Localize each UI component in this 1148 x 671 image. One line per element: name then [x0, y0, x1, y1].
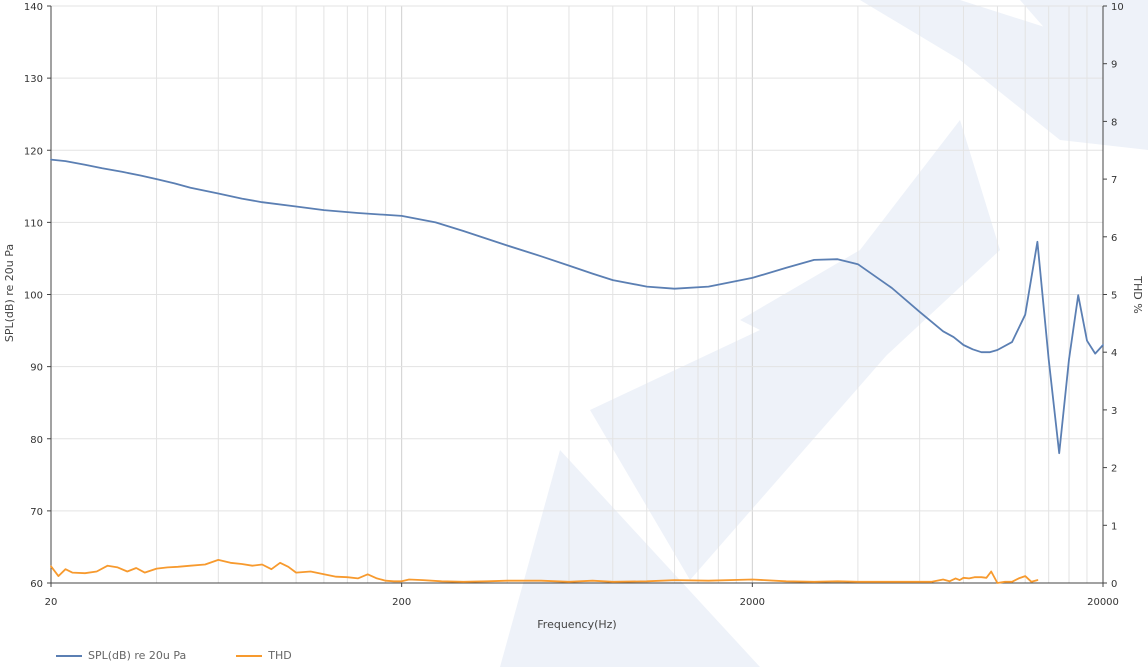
legend-item-thd[interactable]: THD — [236, 649, 292, 662]
watermark-shape — [1020, 0, 1148, 80]
y2-tick-label: 0 — [1111, 579, 1117, 590]
y2-tick-label: 3 — [1111, 406, 1117, 417]
y2-axis-label: THD % — [1131, 275, 1144, 313]
y-tick-label: 80 — [30, 435, 43, 446]
x-axis-label: Frequency(Hz) — [537, 618, 616, 631]
y-tick-label: 70 — [30, 507, 43, 518]
y-tick-label: 110 — [24, 218, 43, 229]
y2-tick-label: 2 — [1111, 464, 1117, 475]
y2-tick-label: 9 — [1111, 60, 1117, 71]
watermark-shape — [500, 450, 760, 667]
watermark-shape — [590, 330, 900, 580]
legend-label-thd: THD — [268, 649, 292, 662]
y-tick-label: 100 — [24, 291, 43, 302]
legend-label-spl: SPL(dB) re 20u Pa — [88, 649, 187, 662]
y2-tick-label: 7 — [1111, 175, 1117, 186]
y2-tick-label: 10 — [1111, 2, 1124, 13]
y-tick-label: 90 — [30, 363, 43, 374]
legend-swatch-thd — [236, 654, 263, 657]
axes: 20 200 2000 20000 60 70 80 90 100 110 120 130 140 0 1 2… — [24, 2, 1124, 608]
y-tick-label: 140 — [24, 2, 43, 13]
x-tick-label: 2000 — [740, 597, 765, 608]
grid — [50, 5, 1103, 584]
x-tick-label: 20 — [45, 597, 58, 608]
legend-swatch-spl — [56, 654, 82, 657]
y-tick-label: 60 — [30, 579, 43, 590]
y-tick-label: 130 — [24, 74, 43, 85]
x-tick-label: 200 — [392, 597, 411, 608]
y-axis-label: SPL(dB) re 20u Pa — [3, 244, 16, 342]
y2-tick-label: 6 — [1111, 233, 1117, 244]
y2-tick-label: 4 — [1111, 348, 1117, 359]
y2-tick-label: 8 — [1111, 117, 1117, 128]
legend: SPL(dB) re 20u Pa THD — [56, 649, 342, 662]
y2-tick-label: 1 — [1111, 521, 1117, 532]
y2-tick-label: 5 — [1111, 291, 1117, 302]
series — [50, 158, 1104, 584]
x-tick-label: 20000 — [1087, 597, 1119, 608]
watermark-logo — [500, 0, 1148, 667]
watermark-shape — [740, 120, 1000, 380]
series-line-spl — [50, 158, 1104, 455]
y-tick-label: 120 — [24, 146, 43, 157]
legend-item-spl[interactable]: SPL(dB) re 20u Pa — [56, 649, 186, 662]
series-line-thd — [50, 559, 1039, 584]
